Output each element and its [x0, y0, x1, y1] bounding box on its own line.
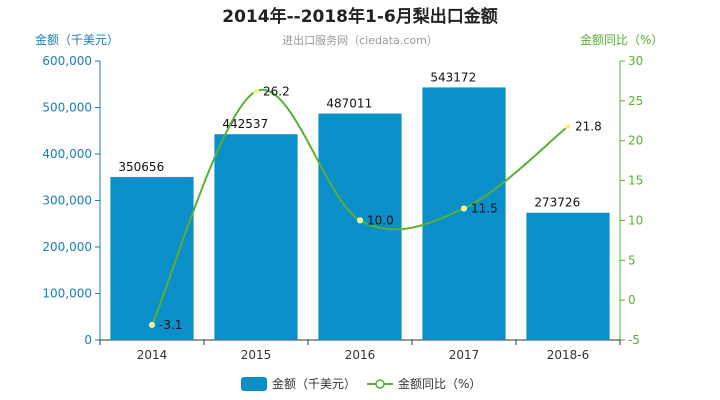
chart-subtitle: 进出口服务网（ciedata.com）	[282, 33, 438, 47]
right-axis-label: 金额同比（%）	[580, 32, 663, 47]
left-axis-label: 金额（千美元）	[35, 32, 119, 47]
plot-area: 0 100,000 200,000 300,000 400,000 500,000 600,…	[42, 54, 643, 362]
right-tick-label: 20	[628, 134, 643, 148]
bar	[422, 87, 506, 340]
x-tick-label: 2015	[241, 348, 272, 362]
left-tick-label: 600,000	[42, 54, 92, 68]
right-tick-label: 10	[628, 213, 643, 227]
yoy-point	[253, 88, 259, 95]
chart-title: 2014年--2018年1-6月梨出口金额	[222, 6, 497, 27]
x-tick-label: 2016	[345, 348, 376, 362]
bar-value-label: 350656	[118, 160, 164, 174]
legend-bar-swatch	[241, 377, 267, 391]
legend-line-marker	[375, 379, 385, 389]
bar	[526, 212, 610, 340]
right-tick-label: 15	[628, 174, 643, 188]
left-tick-label: 0	[84, 333, 92, 347]
yoy-value-label: 26.2	[263, 84, 290, 98]
right-tick-label: 5	[628, 253, 636, 267]
yoy-value-label: -3.1	[159, 318, 182, 332]
bar	[318, 113, 402, 340]
yoy-value-label: 21.8	[575, 119, 602, 133]
left-tick-label: 300,000	[42, 194, 92, 208]
left-tick-label: 500,000	[42, 101, 92, 115]
legend[interactable]: 金额（千美元） 金额同比（%）	[241, 376, 481, 391]
yoy-line	[151, 88, 569, 326]
yoy-point	[357, 217, 363, 224]
legend-bar-label: 金额（千美元）	[272, 376, 356, 391]
legend-line-label: 金额同比（%）	[398, 376, 481, 391]
bar-value-label: 273726	[534, 196, 580, 210]
bar-value-label: 487011	[326, 97, 372, 111]
left-tick-label: 100,000	[42, 287, 92, 301]
bar	[110, 176, 194, 340]
bar-value-label: 442537	[222, 117, 268, 131]
bar-value-label: 543172	[430, 70, 476, 84]
yoy-point	[461, 205, 467, 212]
right-tick-label: -5	[628, 333, 640, 347]
x-tick-label: 2018-6	[547, 348, 590, 362]
bar	[214, 134, 298, 340]
x-tick-label: 2017	[449, 348, 480, 362]
right-tick-label: 0	[628, 293, 636, 307]
yoy-value-label: 11.5	[471, 201, 498, 215]
left-tick-label: 400,000	[42, 147, 92, 161]
right-tick-label: 25	[628, 94, 643, 108]
x-tick-label: 2014	[137, 348, 168, 362]
yoy-point	[149, 321, 155, 328]
yoy-point	[565, 123, 571, 130]
left-tick-label: 200,000	[42, 240, 92, 254]
yoy-value-label: 10.0	[367, 213, 394, 227]
right-tick-label: 30	[628, 54, 643, 68]
